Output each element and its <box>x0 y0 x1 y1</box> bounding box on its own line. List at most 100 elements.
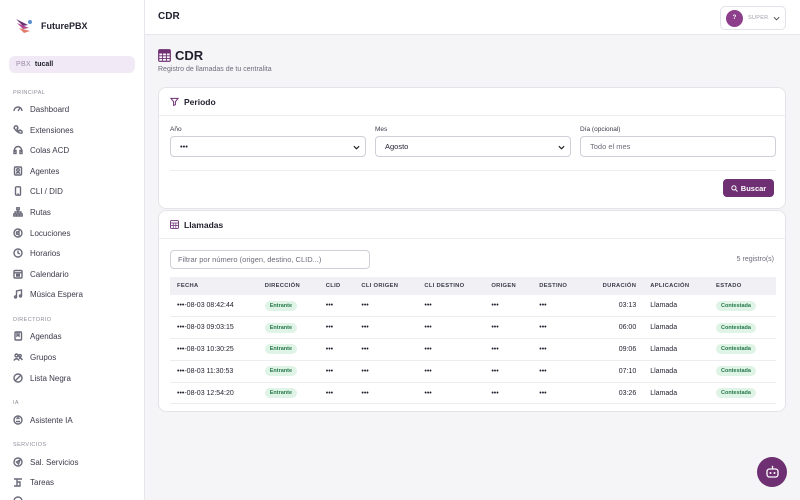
sidebar-item-more[interactable] <box>13 492 138 500</box>
sidebar-item-horarios[interactable]: Horarios <box>13 244 138 262</box>
cell-destino: ••• <box>539 324 547 332</box>
cell-cli-destino: ••• <box>424 367 432 375</box>
table-icon <box>170 220 179 229</box>
cell-cli-destino: ••• <box>424 302 432 310</box>
sidebar-item-locuciones[interactable]: Locuciones <box>13 224 138 242</box>
table-row[interactable]: •••-08-03 12:54:20 Entrante ••• ••• ••• ••• ••… <box>170 382 776 404</box>
record-count: 5 registro(s) <box>736 256 774 263</box>
col-destino[interactable]: DESTINO <box>539 283 568 289</box>
circle-icon <box>13 496 23 500</box>
year-value: ••• <box>180 142 188 151</box>
cell-direcci-n: Entrante <box>258 382 319 404</box>
sidebar-item-rutas[interactable]: Rutas <box>13 203 138 221</box>
periodo-header: Periodo <box>159 88 785 116</box>
sidebar-item-lista-negra[interactable]: Lista Negra <box>13 369 138 387</box>
table-row[interactable]: •••-08-03 08:42:44 Entrante ••• ••• ••• ••• ••… <box>170 295 776 317</box>
page-title: CDR <box>175 48 204 63</box>
cell-cli-destino: ••• <box>424 324 432 332</box>
user-menu[interactable]: ? SUPER <box>720 6 786 30</box>
month-value: Agosto <box>385 142 409 151</box>
sidebar-item-label: Locuciones <box>30 228 71 238</box>
col-direccion[interactable]: DIRECCIÓN <box>264 283 300 289</box>
sidebar-item-asistente-ia[interactable]: Asistente IA <box>13 411 138 429</box>
day-input[interactable]: Todo el mes <box>580 136 776 157</box>
cell-clid: ••• <box>325 367 334 375</box>
cell-duraci-n: 06:00 <box>618 324 637 332</box>
sidebar-item-grupos[interactable]: Grupos <box>13 348 138 366</box>
chevron-down-icon <box>353 145 360 150</box>
cell-origen: ••• <box>491 389 499 397</box>
topbar: CDR ? SUPER <box>145 0 800 35</box>
col-duracion[interactable]: DURACIÓN <box>602 283 637 289</box>
agent-icon <box>13 166 23 176</box>
col-origen[interactable]: ORIGEN <box>491 283 517 289</box>
brand[interactable]: FuturePBX <box>0 0 144 52</box>
month-select[interactable]: Agosto <box>375 136 571 157</box>
cell-fecha: •••-08-03 09:03:15 <box>177 324 234 332</box>
cell-cli-origen: ••• <box>361 345 369 353</box>
sidebar-item-extensiones[interactable]: Extensiones <box>13 121 138 139</box>
assistant-icon <box>13 415 23 425</box>
filter-icon <box>170 97 179 106</box>
cell-destino: ••• <box>539 389 547 397</box>
sidebar-item-label: Calendario <box>30 269 69 279</box>
phone-icon <box>13 125 23 134</box>
table-header-row: FECHA DIRECCIÓN CLID CLI ORIGEN CLI DEST… <box>170 277 776 295</box>
llamadas-header: Llamadas <box>159 211 785 239</box>
sidebar-item-agendas[interactable]: Agendas <box>13 327 138 345</box>
sidebar-item-sal-servicios[interactable]: Sal. Servicios <box>13 453 138 471</box>
filter-input[interactable]: Filtrar por número (origen, destino, CLI… <box>170 250 370 269</box>
cell-duraci-n: 07:10 <box>618 367 637 375</box>
services-icon <box>13 457 23 467</box>
col-cli-origen[interactable]: CLI ORIGEN <box>361 283 399 289</box>
speaker-icon <box>13 228 23 238</box>
cell-cli-origen: ••• <box>361 302 369 310</box>
cell-cli-origen: ••• <box>361 367 369 375</box>
direction-badge: Entrante <box>264 322 298 333</box>
sidebar-item-label: Agentes <box>30 166 60 176</box>
sidebar-item-dashboard[interactable]: Dashboard <box>13 100 138 118</box>
sidebar-item-cli-did[interactable]: CLI / DID <box>13 182 138 200</box>
table-row[interactable]: •••-08-03 09:03:15 Entrante ••• ••• ••• ••• ••… <box>170 317 776 339</box>
day-placeholder: Todo el mes <box>590 142 631 151</box>
table-icon <box>158 49 171 62</box>
sidebar-item-tareas[interactable]: Tareas <box>13 473 138 491</box>
status-badge: Contestada <box>716 388 756 399</box>
sidebar-item-calendario[interactable]: Calendario <box>13 265 138 283</box>
sidebar-item-label: CLI / DID <box>30 186 63 196</box>
search-button[interactable]: Buscar <box>723 179 774 197</box>
status-badge: Contestada <box>716 300 756 311</box>
search-button-label: Buscar <box>740 183 767 193</box>
status-badge: Contestada <box>716 344 756 355</box>
topbar-title: CDR <box>158 11 180 22</box>
cell-aplicaci-n: Llamada <box>650 345 678 353</box>
cell-direcci-n: Entrante <box>258 295 319 317</box>
col-estado[interactable]: ESTADO <box>716 283 742 289</box>
cell-fecha: •••-08-03 12:54:20 <box>177 389 234 397</box>
sidebar-item-musica-espera[interactable]: Música Espera <box>13 285 138 303</box>
cell-fecha: •••-08-03 11:30:53 <box>177 367 234 375</box>
brand-name: FuturePBX <box>41 21 88 31</box>
cell-estado: Contestada <box>709 382 776 404</box>
assistant-fab[interactable] <box>757 457 787 487</box>
col-cli-destino[interactable]: CLI DESTINO <box>424 283 465 289</box>
pbx-selector[interactable]: PBX tucall <box>9 56 135 73</box>
sidebar-item-label: Horarios <box>30 248 61 258</box>
sidebar-item-label: Extensiones <box>30 125 74 135</box>
col-fecha[interactable]: FECHA <box>177 283 199 289</box>
sidebar-item-colas-acd[interactable]: Colas ACD <box>13 141 138 159</box>
cell-aplicaci-n: Llamada <box>650 324 678 332</box>
cell-aplicaci-n: Llamada <box>650 367 678 375</box>
sidebar-item-agentes[interactable]: Agentes <box>13 162 138 180</box>
col-aplicacion[interactable]: APLICACIÓN <box>650 283 690 289</box>
direction-badge: Entrante <box>264 388 298 399</box>
table-row[interactable]: •••-08-03 10:30:25 Entrante ••• ••• ••• ••• ••… <box>170 339 776 361</box>
col-clid[interactable]: CLID <box>325 283 341 289</box>
year-select[interactable]: ••• <box>170 136 366 157</box>
cell-aplicaci-n: Llamada <box>650 389 678 397</box>
filter-placeholder: Filtrar por número (origen, destino, CLI… <box>178 255 322 264</box>
status-badge: Contestada <box>716 366 756 377</box>
cell-aplicaci-n: Llamada <box>650 302 678 310</box>
cell-clid: ••• <box>325 324 334 332</box>
table-row[interactable]: •••-08-03 11:30:53 Entrante ••• ••• ••• ••• ••… <box>170 360 776 383</box>
